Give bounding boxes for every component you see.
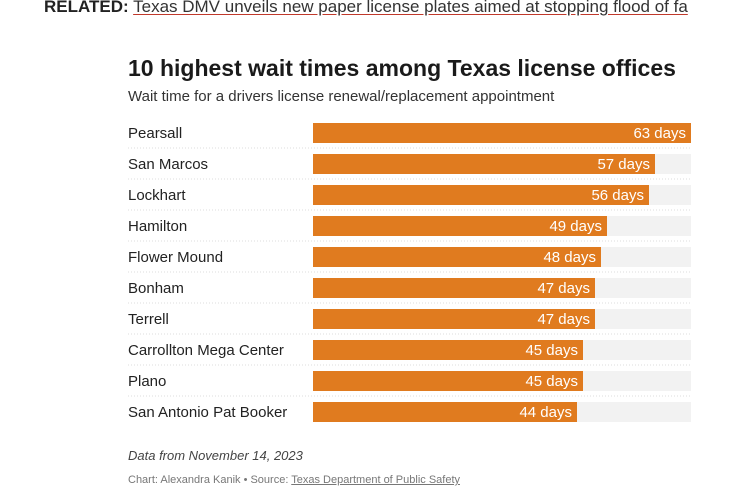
value-label: 47 days xyxy=(537,311,590,328)
bar xyxy=(313,154,655,174)
chart-title: 10 highest wait times among Texas licens… xyxy=(128,55,676,81)
chart-subtitle: Wait time for a drivers license renewal/… xyxy=(128,88,555,105)
category-label: San Marcos xyxy=(128,156,208,173)
bar-row: Plano 45 days xyxy=(128,364,691,391)
value-label: 63 days xyxy=(633,125,686,142)
bar-row: Lockhart 56 days xyxy=(128,178,691,205)
value-label: 49 days xyxy=(549,218,602,235)
value-label: 48 days xyxy=(543,249,596,266)
bar xyxy=(313,402,577,422)
category-label: San Antonio Pat Booker xyxy=(128,404,287,421)
bar xyxy=(313,247,601,267)
category-label: Flower Mound xyxy=(128,249,223,266)
data-date-note: Data from November 14, 2023 xyxy=(128,448,303,463)
category-label: Pearsall xyxy=(128,125,182,142)
value-label: 45 days xyxy=(525,373,578,390)
category-label: Terrell xyxy=(128,311,169,328)
bar-row: Hamilton 49 days xyxy=(128,209,691,236)
category-label: Plano xyxy=(128,373,166,390)
value-label: 47 days xyxy=(537,280,590,297)
source-link[interactable]: Texas Department of Public Safety xyxy=(291,474,460,486)
credit-text: Chart: Alexandra Kanik • Source: xyxy=(128,474,292,486)
category-label: Lockhart xyxy=(128,187,186,204)
bar xyxy=(313,278,595,298)
value-label: 45 days xyxy=(525,342,578,359)
bar xyxy=(313,123,691,143)
related-label: RELATED: xyxy=(44,0,129,16)
bar-row: Terrell 47 days xyxy=(128,302,691,329)
category-label: Hamilton xyxy=(128,218,187,235)
bar xyxy=(313,216,607,236)
bar xyxy=(313,371,583,391)
bar-row: San Antonio Pat Booker 44 days xyxy=(128,395,691,422)
category-label: Bonham xyxy=(128,280,184,297)
bar xyxy=(313,340,583,360)
bar-row: Bonham 47 days xyxy=(128,271,691,298)
chart-credit: Chart: Alexandra Kanik • Source: Texas D… xyxy=(128,474,460,486)
bar-row: Carrollton Mega Center 45 days xyxy=(128,333,691,360)
bar-row: Flower Mound 48 days xyxy=(128,240,691,267)
bar xyxy=(313,185,649,205)
value-label: 57 days xyxy=(597,156,650,173)
category-label: Carrollton Mega Center xyxy=(128,342,284,359)
bar xyxy=(313,309,595,329)
bar-row: San Marcos 57 days xyxy=(128,147,691,174)
related-article: RELATED: Texas DMV unveils new paper lic… xyxy=(44,0,688,18)
value-label: 56 days xyxy=(591,187,644,204)
related-article-link[interactable]: Texas DMV unveils new paper license plat… xyxy=(133,0,688,16)
bar-row: Pearsall 63 days xyxy=(128,123,691,143)
value-label: 44 days xyxy=(519,404,572,421)
